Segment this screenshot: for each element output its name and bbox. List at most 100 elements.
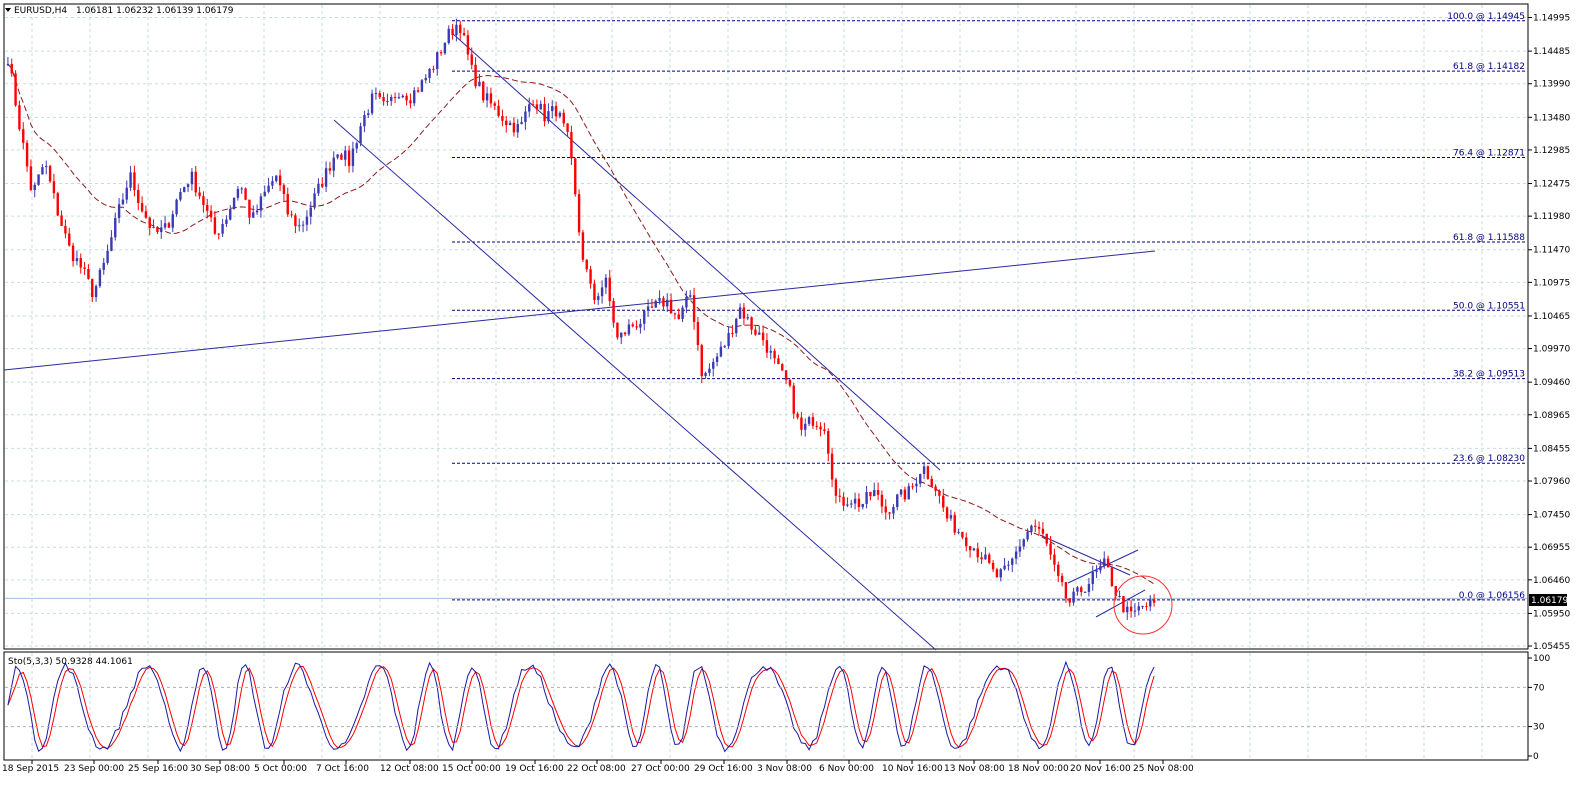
- candle-body: [474, 64, 477, 87]
- candle-body: [570, 131, 573, 159]
- time-tick-label: 23 Sep 00:00: [64, 764, 124, 774]
- candle-body: [125, 187, 128, 200]
- time-tick-label: 3 Nov 08:00: [757, 764, 812, 774]
- candle-body: [167, 223, 171, 228]
- candle-body: [64, 225, 67, 234]
- candle-body: [1018, 546, 1022, 552]
- candle-body: [524, 111, 527, 123]
- candle-body: [1034, 525, 1037, 527]
- candle-body: [968, 546, 972, 551]
- candle-body: [470, 54, 473, 65]
- candle-body: [1110, 567, 1114, 587]
- candle-body: [942, 495, 945, 508]
- candle-body: [999, 569, 1002, 578]
- time-tick-label: 13 Nov 08:00: [944, 764, 1005, 774]
- candle-body: [447, 28, 450, 43]
- stoch-tick-label: 0: [1533, 752, 1539, 762]
- candle-body: [662, 298, 665, 307]
- candle-body: [731, 332, 734, 334]
- candle-body: [884, 506, 887, 513]
- candle-body: [531, 104, 535, 106]
- candle-body: [48, 166, 52, 182]
- candle-body: [658, 298, 661, 301]
- candle-body: [1114, 586, 1117, 597]
- candle-body: [677, 314, 680, 319]
- candle-body: [708, 368, 711, 373]
- candle-body: [616, 322, 619, 338]
- candle-body: [623, 332, 627, 335]
- price-tick-label: 1.14995: [1533, 14, 1570, 24]
- candle-body: [1037, 526, 1041, 529]
- fibonacci-levels: 100.0 @ 1.14945 61.8 @ 1.14182 76.4 @ 1.12…: [5, 12, 1527, 601]
- candle-body: [190, 171, 194, 185]
- candle-body: [485, 93, 489, 101]
- candle-body: [915, 483, 918, 487]
- candle-body: [907, 486, 910, 500]
- candle-body: [336, 154, 339, 158]
- candle-body: [106, 250, 109, 263]
- candle-body: [869, 492, 872, 497]
- candle-body: [804, 423, 807, 430]
- candle-body: [1149, 599, 1152, 607]
- time-tick-label: 7 Oct 16:00: [316, 764, 369, 774]
- candle-body: [953, 515, 956, 533]
- time-tick-label: 6 Nov 00:00: [819, 764, 874, 774]
- candle-body: [574, 158, 577, 195]
- candle-body: [232, 197, 236, 210]
- candle-body: [294, 215, 297, 227]
- current-price-label: 1.06179: [1531, 596, 1568, 606]
- header-symbol: EURUSD,H4: [14, 6, 67, 16]
- candle-body: [815, 425, 818, 427]
- header-triangle-icon: [5, 8, 11, 12]
- candle-body: [367, 113, 370, 115]
- price-tick-label: 1.05950: [1533, 609, 1570, 619]
- small-wedge-link: [1039, 534, 1131, 576]
- candle-body: [846, 504, 849, 506]
- candle-body: [681, 307, 684, 319]
- candle-body: [769, 350, 772, 353]
- candle-body: [267, 185, 270, 192]
- candle-body: [551, 106, 554, 112]
- candle-body: [1145, 606, 1148, 608]
- candle-body: [639, 323, 642, 328]
- candle-body: [528, 104, 531, 112]
- fib-level-label: 38.2 @ 1.09513: [1453, 370, 1525, 380]
- candle-body: [29, 166, 33, 191]
- candle-body: [1060, 575, 1064, 583]
- current-price-box: [1529, 594, 1567, 606]
- price-tick-label: 1.13480: [1533, 113, 1570, 123]
- candle-body: [432, 68, 435, 70]
- candle-body: [397, 97, 401, 99]
- candle-body: [581, 232, 585, 260]
- candle-body: [374, 93, 378, 95]
- candle-body: [1053, 554, 1056, 565]
- small-wedge-upper: [1067, 549, 1139, 584]
- candle-body: [455, 24, 458, 36]
- stoch-axis: 100 70 30 0: [1528, 654, 1550, 762]
- candle-body: [631, 324, 634, 327]
- candle-body: [236, 188, 240, 198]
- candle-body: [183, 187, 186, 193]
- candle-body: [420, 80, 424, 92]
- candle-body: [282, 185, 286, 195]
- candle-body: [102, 262, 105, 270]
- candle-body: [554, 106, 558, 117]
- candle-body: [91, 278, 94, 298]
- candle-body: [980, 557, 983, 560]
- candle-body: [1080, 587, 1083, 593]
- candle-body: [137, 190, 140, 204]
- candle-body: [1003, 565, 1006, 570]
- candle-body: [1141, 606, 1144, 608]
- candle-body: [1087, 584, 1091, 592]
- candle-body: [275, 175, 278, 182]
- price-tick-label: 1.06460: [1533, 576, 1570, 586]
- candle-body: [834, 479, 838, 496]
- candle-body: [850, 503, 853, 505]
- price-tick-label: 1.07450: [1533, 511, 1570, 521]
- fib-level-label: 23.6 @ 1.08230: [1453, 454, 1525, 464]
- candle-body: [443, 42, 447, 54]
- candle-body: [1152, 599, 1156, 603]
- candle-body: [827, 431, 830, 454]
- candle-body: [1103, 558, 1106, 566]
- candle-body: [1126, 606, 1129, 613]
